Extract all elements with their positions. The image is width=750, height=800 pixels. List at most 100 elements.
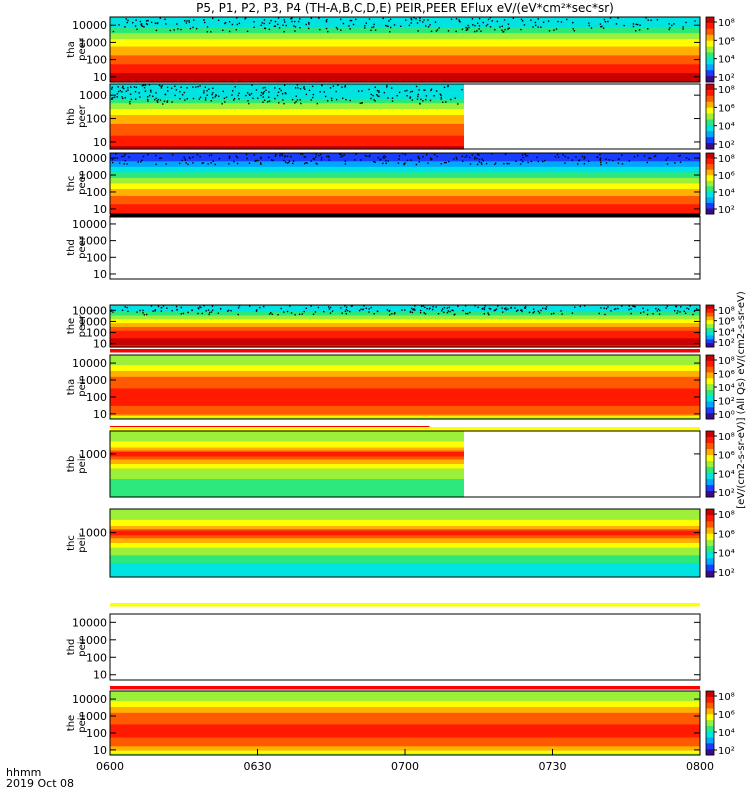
- spectrogram-band: [110, 365, 700, 368]
- noise-pixel: [136, 28, 138, 31]
- noise-pixel: [157, 98, 160, 101]
- spectrogram-band: [110, 368, 700, 371]
- noise-pixel: [250, 92, 253, 95]
- spectrogram-band: [110, 563, 700, 566]
- noise-pixel: [658, 313, 661, 315]
- colorbar-frame: [705, 16, 715, 83]
- noise-pixel: [227, 310, 229, 312]
- noise-pixel: [342, 22, 345, 25]
- noise-pixel: [457, 103, 459, 105]
- noise-pixel: [423, 312, 425, 314]
- noise-pixel: [684, 312, 687, 314]
- noise-pixel: [198, 307, 200, 310]
- noise-pixel: [147, 100, 149, 102]
- spectrogram-band: [110, 550, 700, 553]
- noise-pixel: [175, 89, 178, 91]
- noise-pixel: [376, 94, 378, 96]
- spectrogram-band: [110, 746, 700, 749]
- spectrogram-band: [110, 40, 700, 43]
- noise-pixel: [236, 162, 239, 165]
- noise-pixel: [238, 305, 241, 307]
- y-tick-label: 100: [86, 651, 107, 664]
- noise-pixel: [180, 28, 182, 31]
- noise-pixel: [524, 307, 527, 309]
- noise-pixel: [174, 85, 176, 87]
- spectrogram-band: [110, 711, 700, 714]
- noise-pixel: [254, 160, 256, 162]
- spectrogram-band: [110, 120, 464, 124]
- noise-pixel: [277, 91, 280, 94]
- noise-pixel: [494, 28, 496, 31]
- noise-pixel: [204, 97, 207, 99]
- spectrogram-band: [110, 305, 700, 307]
- noise-pixel: [325, 27, 328, 30]
- noise-pixel: [666, 305, 669, 307]
- noise-pixel: [377, 157, 380, 159]
- noise-pixel: [425, 98, 427, 101]
- spectrogram-band: [110, 381, 700, 384]
- noise-pixel: [195, 86, 197, 88]
- spectrogram-band: [110, 512, 700, 515]
- noise-pixel: [285, 24, 287, 27]
- noise-pixel: [530, 19, 532, 21]
- noise-pixel: [280, 89, 282, 92]
- noise-pixel: [413, 308, 415, 311]
- spectrogram-band: [110, 91, 464, 94]
- noise-pixel: [386, 309, 389, 311]
- colorbar-segment: [706, 28, 714, 36]
- noise-pixel: [267, 96, 270, 99]
- noise-pixel: [453, 314, 455, 316]
- spectrogram-band: [110, 318, 700, 320]
- spectrogram-band: [110, 321, 700, 323]
- noise-pixel: [143, 314, 146, 316]
- noise-pixel: [312, 313, 315, 315]
- y-label-probe: tha: [66, 379, 77, 395]
- spectrogram-band: [110, 543, 700, 546]
- noise-pixel: [257, 97, 259, 99]
- y-label-probe: thb: [66, 108, 77, 125]
- noise-pixel: [175, 305, 178, 308]
- noise-pixel: [440, 94, 442, 96]
- noise-pixel: [493, 309, 496, 312]
- spectrogram-band: [110, 341, 700, 343]
- spectrogram-band: [110, 555, 700, 558]
- colorbar-tick-label: 10⁶: [718, 370, 735, 381]
- spectrogram-band: [110, 553, 700, 556]
- noise-pixel: [370, 93, 373, 96]
- spectrogram-band: [110, 384, 700, 387]
- noise-pixel: [121, 86, 124, 89]
- spectrogram-band: [110, 461, 464, 464]
- y-axis-label: thdpeer: [66, 235, 88, 259]
- noise-pixel: [184, 158, 186, 161]
- spectrogram-band: [110, 408, 700, 411]
- noise-pixel: [139, 309, 141, 312]
- noise-pixel: [405, 19, 407, 21]
- noise-pixel: [110, 310, 112, 312]
- spectrogram-band: [110, 68, 700, 71]
- noise-pixel: [336, 28, 339, 30]
- noise-pixel: [183, 156, 185, 159]
- noise-pixel: [482, 160, 485, 162]
- spectrogram-band: [110, 441, 464, 444]
- noise-pixel: [689, 305, 691, 307]
- spectrogram-band: [110, 326, 700, 329]
- spectrogram-band: [110, 59, 700, 62]
- colorbar-tick-label: 10²: [718, 140, 735, 151]
- noise-pixel: [285, 92, 287, 95]
- noise-pixel: [374, 29, 377, 31]
- colorbar-segment: [706, 143, 714, 150]
- noise-pixel: [534, 21, 537, 24]
- spectrogram-band: [110, 335, 700, 338]
- spectrogram-band: [110, 113, 464, 116]
- noise-pixel: [228, 21, 231, 23]
- noise-pixel: [668, 28, 670, 31]
- y-label-probe: the: [66, 318, 77, 334]
- spectrogram-band: [110, 65, 700, 68]
- noise-pixel: [251, 84, 253, 86]
- noise-pixel: [199, 155, 201, 158]
- colorbar-segment: [706, 95, 714, 103]
- spectrogram-band: [110, 431, 464, 434]
- y-tick-label: 1000: [79, 448, 107, 461]
- colorbar-segment: [706, 455, 714, 462]
- noise-pixel: [465, 29, 468, 31]
